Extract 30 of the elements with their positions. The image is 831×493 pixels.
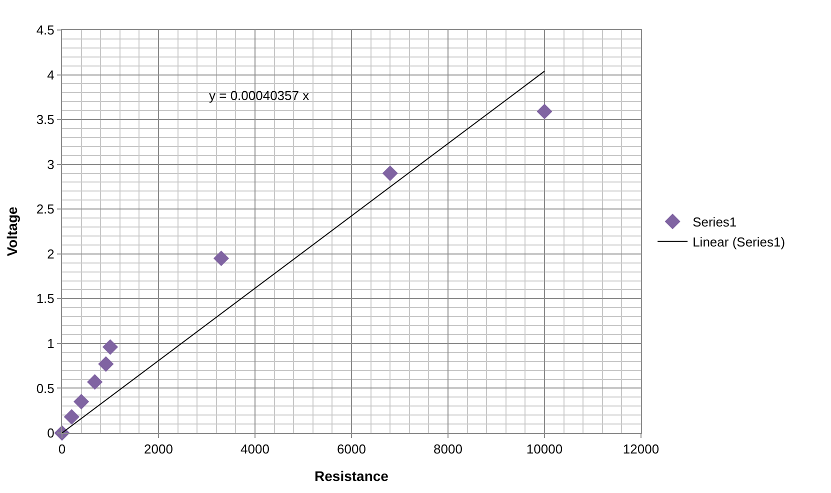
point (74, 394, 90, 410)
y-tick-label: 1.5 (36, 291, 54, 306)
point (102, 339, 118, 355)
y-tick-label: 0.5 (36, 380, 54, 396)
x-tick-label: 8000 (434, 442, 462, 457)
y-tick-label: 3.5 (36, 112, 54, 128)
y-tick-label: 0 (47, 426, 54, 441)
y-tick-label: 2.5 (36, 202, 54, 217)
point (87, 374, 103, 390)
point (98, 356, 114, 372)
y-tick-label: 1 (47, 336, 54, 351)
x-tick-label: 0 (58, 442, 66, 457)
x-tick-label: 12000 (622, 442, 660, 457)
x-tick-label: 4000 (240, 442, 270, 457)
legend-label: Linear (Series1) (692, 234, 786, 250)
point (64, 409, 80, 425)
x-tick-label: 10000 (526, 442, 563, 457)
point (536, 104, 552, 120)
annotation: y = 0.00040357 x (209, 88, 310, 103)
y-tick-label: 2 (47, 246, 54, 262)
x-axis-title: Resistance (314, 468, 389, 484)
y-tick-label: 4 (47, 67, 54, 82)
y-tick-label: 3 (47, 156, 54, 172)
point (382, 165, 398, 182)
point (213, 250, 230, 266)
y-axis-title: Voltage (4, 206, 20, 256)
x-tick-label: 2000 (144, 442, 173, 457)
legend-label: Series1 (692, 214, 737, 230)
x-tick-label: 6000 (337, 442, 366, 457)
y-tick-label: 4.5 (36, 22, 54, 38)
